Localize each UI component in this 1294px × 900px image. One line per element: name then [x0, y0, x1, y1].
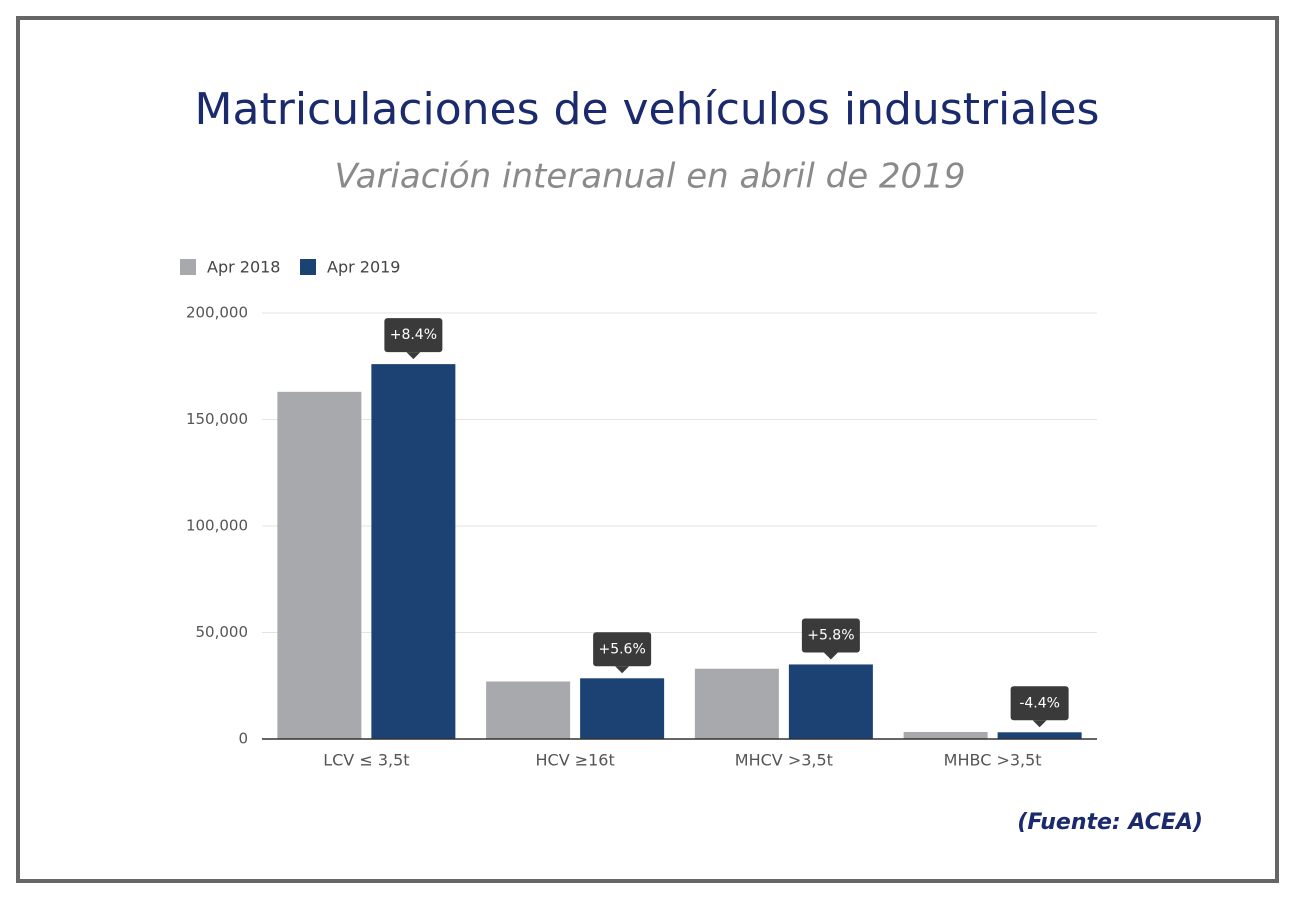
annotation: +5.8% [807, 627, 854, 643]
chart-subtitle: Variación interanual en abril de 2019 [335, 157, 966, 197]
chart-title: Matriculaciones de vehículos industriale… [195, 84, 1100, 135]
annotation-pointer [823, 652, 838, 660]
bar [997, 732, 1082, 739]
legend-label: Apr 2018 [207, 258, 280, 277]
bar [371, 364, 456, 739]
annotation-box [384, 318, 443, 353]
bar [903, 731, 988, 739]
y-tick-label: 50,000 [196, 623, 249, 641]
annotation: -4.4% [1019, 695, 1060, 711]
annotation-pointer [615, 666, 630, 674]
y-tick-label: 200,000 [186, 304, 248, 322]
legend-label: Apr 2019 [327, 258, 400, 277]
y-tick-label: 0 [238, 730, 248, 748]
bar [277, 391, 362, 739]
bar [486, 681, 571, 739]
bar [580, 678, 665, 739]
annotation-pointer [1032, 720, 1047, 728]
annotation-box [1010, 686, 1069, 721]
source: (Fuente: ACEA) [1017, 810, 1203, 835]
legend-swatch [180, 259, 196, 275]
annotation: +8.4% [390, 327, 437, 343]
frame [16, 16, 1279, 883]
x-tick-label: HCV ≥16t [535, 751, 614, 770]
y-tick-label: 150,000 [186, 410, 248, 428]
annotation: +5.6% [598, 641, 645, 657]
x-tick-label: MHCV >3,5t [735, 751, 833, 770]
bar [788, 664, 873, 739]
legend-swatch [300, 259, 316, 275]
annotation-box [593, 632, 652, 667]
annotation-box [801, 618, 860, 653]
y-tick-label: 100,000 [186, 517, 248, 535]
bar [694, 668, 779, 739]
x-tick-label: LCV ≤ 3,5t [323, 751, 409, 770]
annotation-pointer [406, 352, 421, 360]
x-tick-label: MHBC >3,5t [944, 751, 1042, 770]
